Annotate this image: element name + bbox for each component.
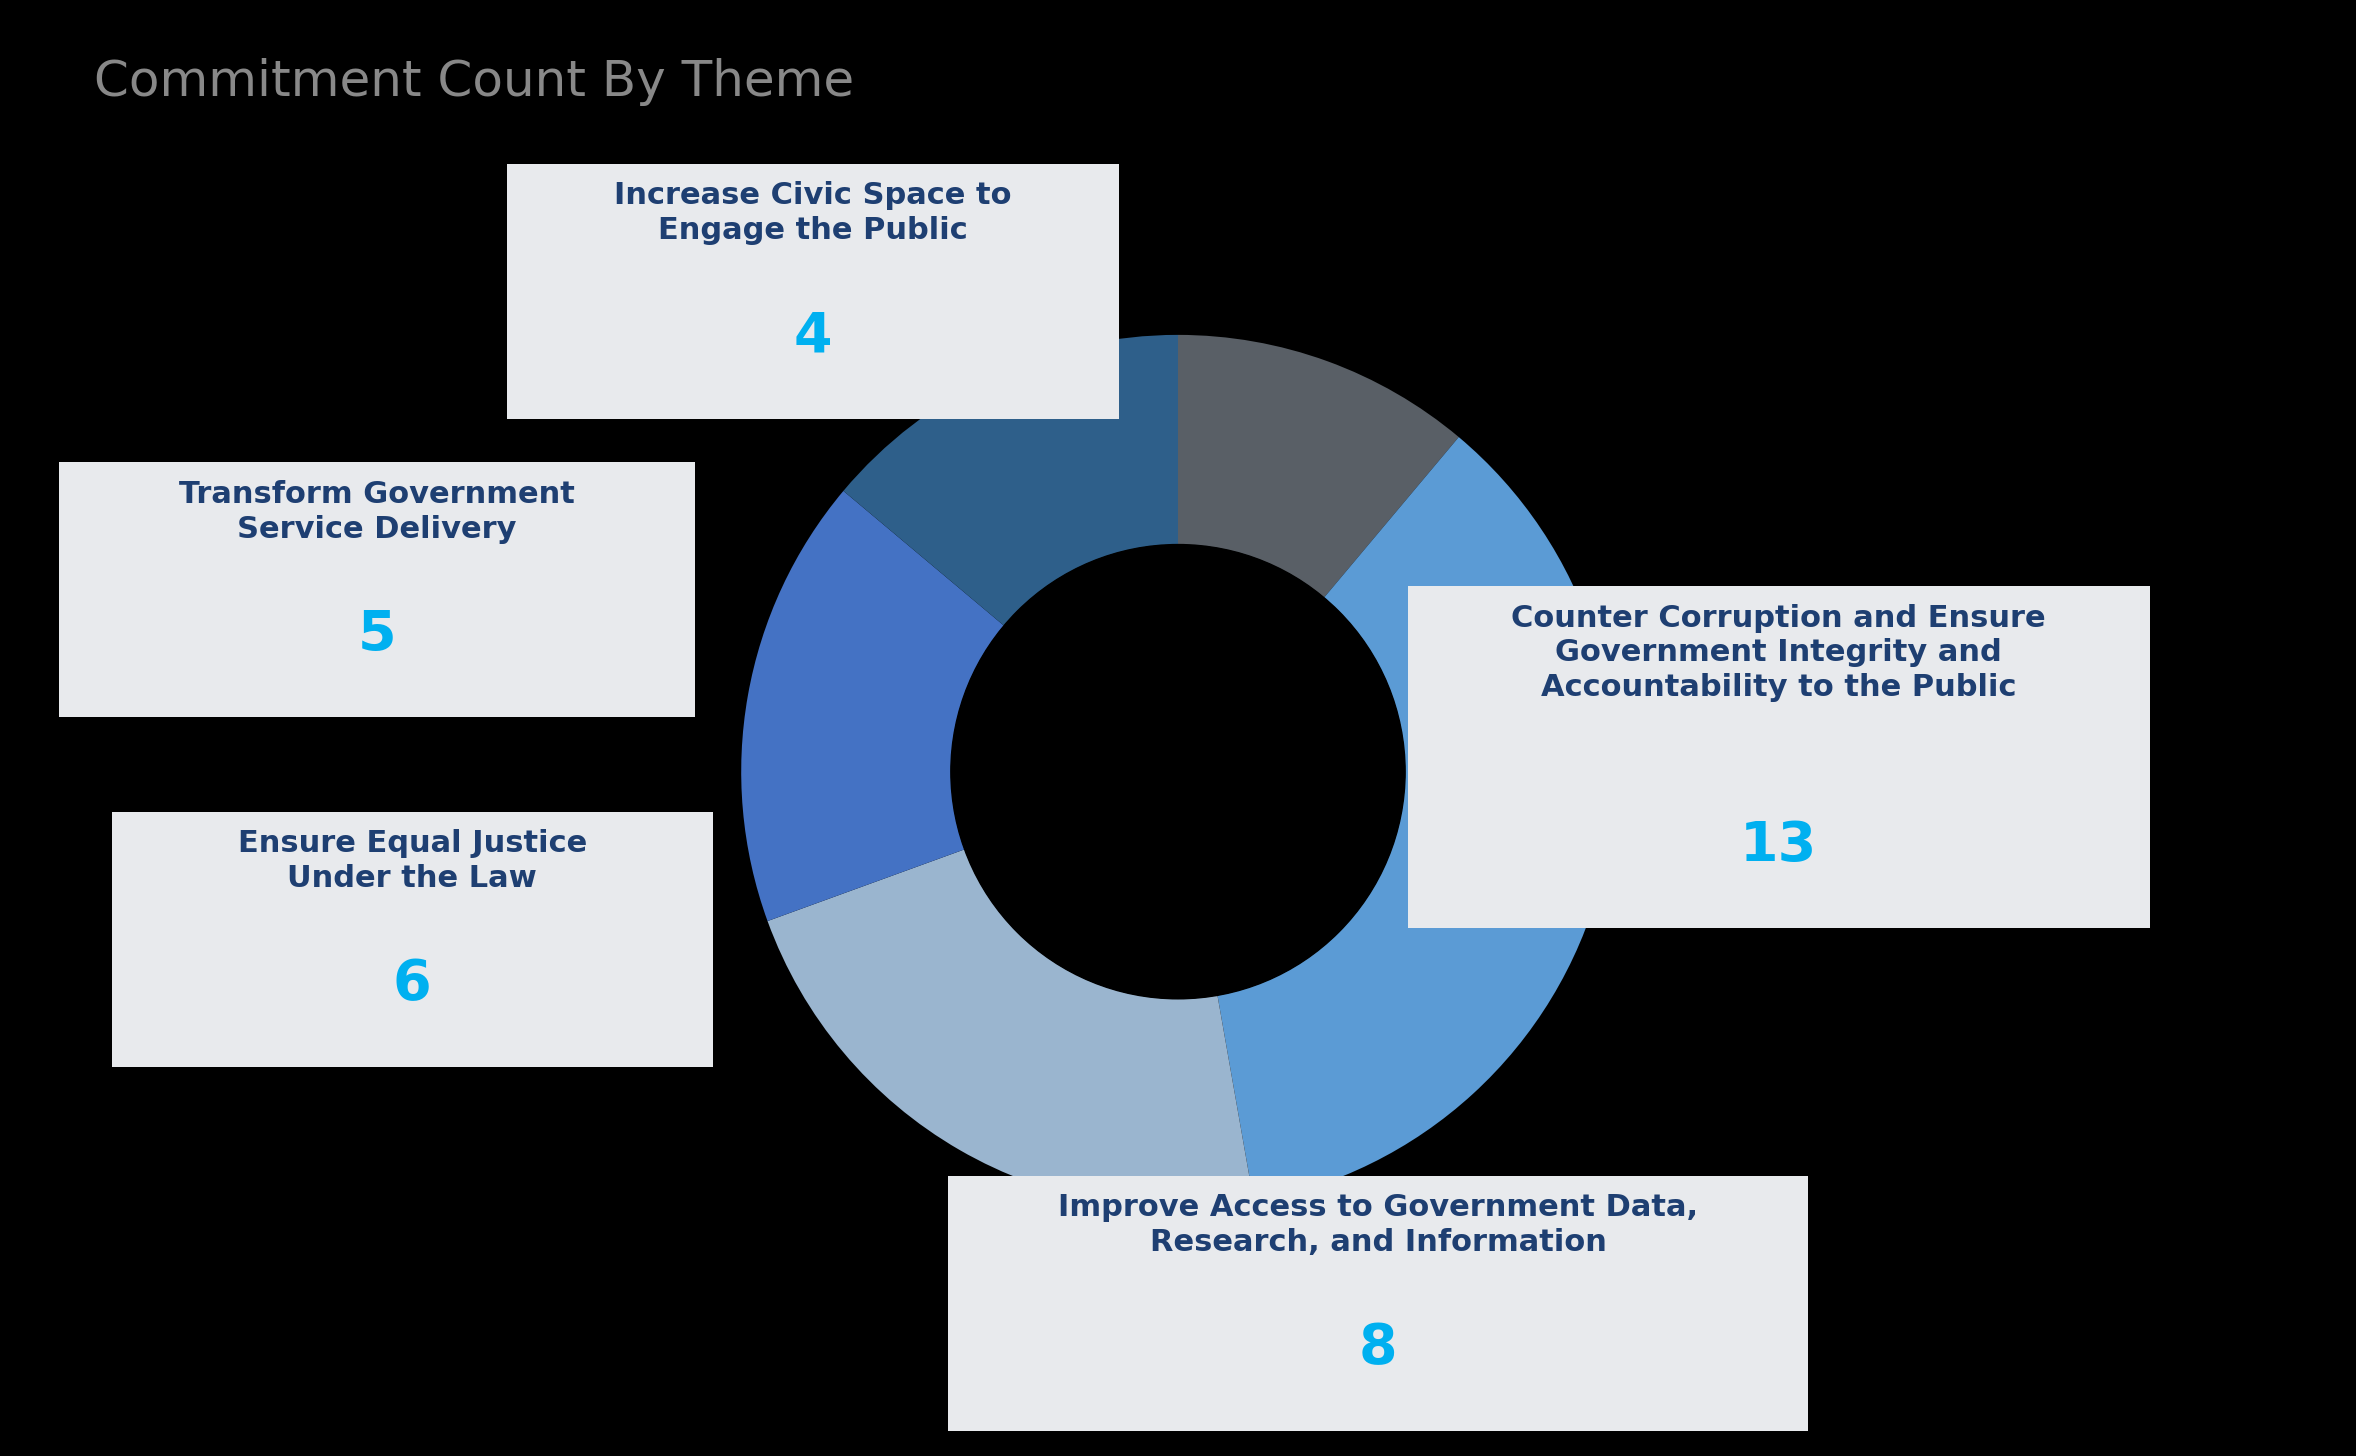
FancyBboxPatch shape: [1407, 585, 2149, 929]
Wedge shape: [1178, 335, 1458, 597]
Text: Counter Corruption and Ensure
Government Integrity and
Accountability to the Pub: Counter Corruption and Ensure Government…: [1513, 603, 2045, 702]
Text: Increase Civic Space to
Engage the Public: Increase Civic Space to Engage the Publi…: [615, 182, 1011, 245]
Wedge shape: [768, 849, 1253, 1208]
Text: 5: 5: [358, 607, 396, 661]
Text: Transform Government
Service Delivery: Transform Government Service Delivery: [179, 480, 575, 543]
Text: Improve Access to Government Data,
Research, and Information: Improve Access to Government Data, Resea…: [1058, 1194, 1699, 1257]
Text: 4: 4: [794, 309, 832, 364]
Circle shape: [952, 545, 1404, 999]
Wedge shape: [843, 335, 1178, 626]
FancyBboxPatch shape: [507, 165, 1119, 419]
Text: 13: 13: [1741, 818, 1816, 874]
Text: 8: 8: [1359, 1321, 1397, 1374]
Wedge shape: [1218, 437, 1614, 1201]
Text: Ensure Equal Justice
Under the Law: Ensure Equal Justice Under the Law: [238, 828, 587, 893]
FancyBboxPatch shape: [947, 1176, 1807, 1430]
Text: Commitment Count By Theme: Commitment Count By Theme: [94, 58, 855, 106]
FancyBboxPatch shape: [59, 463, 695, 716]
Text: 6: 6: [393, 957, 431, 1010]
FancyBboxPatch shape: [113, 812, 712, 1066]
Wedge shape: [742, 491, 1004, 922]
